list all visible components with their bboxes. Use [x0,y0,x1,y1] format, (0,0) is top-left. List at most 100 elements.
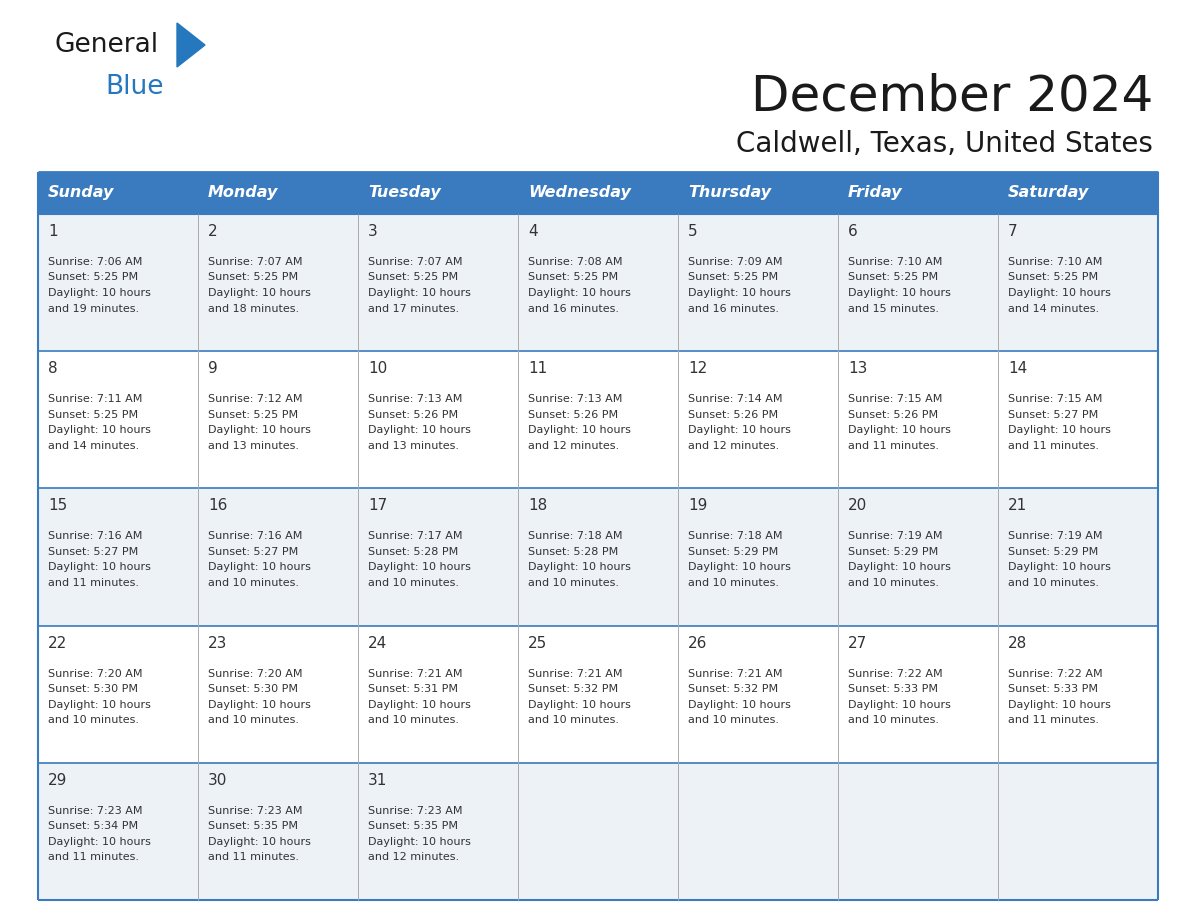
Text: Daylight: 10 hours: Daylight: 10 hours [527,288,631,298]
Text: and 13 minutes.: and 13 minutes. [368,441,459,451]
Text: Sunset: 5:25 PM: Sunset: 5:25 PM [208,273,298,283]
Text: Sunset: 5:30 PM: Sunset: 5:30 PM [208,684,298,694]
Text: and 16 minutes.: and 16 minutes. [527,304,619,314]
Text: Daylight: 10 hours: Daylight: 10 hours [368,425,470,435]
Text: Sunrise: 7:07 AM: Sunrise: 7:07 AM [368,257,462,267]
Text: Sunset: 5:29 PM: Sunset: 5:29 PM [688,547,778,557]
Text: 28: 28 [1007,635,1028,651]
Bar [38,763,1158,900]
Text: Sunset: 5:27 PM: Sunset: 5:27 PM [48,547,138,557]
Text: Sunrise: 7:10 AM: Sunrise: 7:10 AM [848,257,942,267]
Text: Daylight: 10 hours: Daylight: 10 hours [48,563,151,573]
Text: Sunrise: 7:16 AM: Sunrise: 7:16 AM [48,532,143,542]
Text: Sunset: 5:25 PM: Sunset: 5:25 PM [1007,273,1098,283]
Text: and 18 minutes.: and 18 minutes. [208,304,299,314]
Text: 13: 13 [848,361,867,376]
Text: 21: 21 [1007,498,1028,513]
Text: Sunset: 5:32 PM: Sunset: 5:32 PM [688,684,778,694]
Text: Sunrise: 7:15 AM: Sunrise: 7:15 AM [1007,394,1102,404]
Text: Sunrise: 7:12 AM: Sunrise: 7:12 AM [208,394,303,404]
Text: 14: 14 [1007,361,1028,376]
Text: Sunrise: 7:23 AM: Sunrise: 7:23 AM [368,806,462,816]
Text: Sunset: 5:27 PM: Sunset: 5:27 PM [208,547,298,557]
Text: and 10 minutes.: and 10 minutes. [848,715,939,725]
Text: Sunrise: 7:19 AM: Sunrise: 7:19 AM [848,532,942,542]
Text: Daylight: 10 hours: Daylight: 10 hours [688,288,791,298]
Text: and 10 minutes.: and 10 minutes. [208,578,299,588]
Text: December 2024: December 2024 [751,72,1154,120]
Text: Sunset: 5:25 PM: Sunset: 5:25 PM [527,273,618,283]
Text: and 10 minutes.: and 10 minutes. [48,715,139,725]
Text: and 12 minutes.: and 12 minutes. [368,852,459,862]
Text: and 17 minutes.: and 17 minutes. [368,304,459,314]
Text: Daylight: 10 hours: Daylight: 10 hours [527,425,631,435]
Text: and 11 minutes.: and 11 minutes. [48,578,139,588]
Text: 19: 19 [688,498,707,513]
Text: Daylight: 10 hours: Daylight: 10 hours [368,700,470,710]
Text: Sunrise: 7:13 AM: Sunrise: 7:13 AM [368,394,462,404]
Text: Daylight: 10 hours: Daylight: 10 hours [688,563,791,573]
Text: and 12 minutes.: and 12 minutes. [527,441,619,451]
Text: Sunset: 5:25 PM: Sunset: 5:25 PM [688,273,778,283]
Text: Daylight: 10 hours: Daylight: 10 hours [48,425,151,435]
Text: Daylight: 10 hours: Daylight: 10 hours [527,700,631,710]
Text: 26: 26 [688,635,707,651]
Text: and 11 minutes.: and 11 minutes. [1007,441,1099,451]
Text: and 15 minutes.: and 15 minutes. [848,304,939,314]
Text: Saturday: Saturday [1007,185,1089,200]
Text: and 10 minutes.: and 10 minutes. [527,715,619,725]
Text: Sunrise: 7:22 AM: Sunrise: 7:22 AM [848,668,942,678]
Text: Daylight: 10 hours: Daylight: 10 hours [527,563,631,573]
Text: 22: 22 [48,635,68,651]
Text: Sunset: 5:26 PM: Sunset: 5:26 PM [368,409,459,420]
Text: Sunrise: 7:18 AM: Sunrise: 7:18 AM [688,532,783,542]
Text: Sunset: 5:31 PM: Sunset: 5:31 PM [368,684,459,694]
Text: Daylight: 10 hours: Daylight: 10 hours [1007,563,1111,573]
Text: Sunrise: 7:07 AM: Sunrise: 7:07 AM [208,257,303,267]
Text: Sunrise: 7:21 AM: Sunrise: 7:21 AM [527,668,623,678]
Text: and 13 minutes.: and 13 minutes. [208,441,299,451]
Text: 30: 30 [208,773,227,788]
Text: Daylight: 10 hours: Daylight: 10 hours [368,563,470,573]
Text: and 10 minutes.: and 10 minutes. [688,715,779,725]
Text: and 10 minutes.: and 10 minutes. [527,578,619,588]
Text: 4: 4 [527,224,538,239]
Text: Sunset: 5:25 PM: Sunset: 5:25 PM [48,409,138,420]
Text: 7: 7 [1007,224,1018,239]
Text: 11: 11 [527,361,548,376]
Text: Sunset: 5:34 PM: Sunset: 5:34 PM [48,822,138,832]
Text: Daylight: 10 hours: Daylight: 10 hours [688,425,791,435]
Bar [38,172,1158,214]
Bar [38,352,1158,488]
Bar [38,625,1158,763]
Text: and 10 minutes.: and 10 minutes. [688,578,779,588]
Text: Daylight: 10 hours: Daylight: 10 hours [1007,700,1111,710]
Text: 6: 6 [848,224,858,239]
Text: and 10 minutes.: and 10 minutes. [368,715,459,725]
Text: Sunrise: 7:23 AM: Sunrise: 7:23 AM [208,806,303,816]
Text: Sunset: 5:28 PM: Sunset: 5:28 PM [527,547,618,557]
Text: Daylight: 10 hours: Daylight: 10 hours [848,425,950,435]
Text: and 11 minutes.: and 11 minutes. [848,441,939,451]
Text: Sunset: 5:25 PM: Sunset: 5:25 PM [848,273,939,283]
Text: Daylight: 10 hours: Daylight: 10 hours [208,563,311,573]
Text: Daylight: 10 hours: Daylight: 10 hours [208,837,311,846]
Text: and 14 minutes.: and 14 minutes. [1007,304,1099,314]
Text: Sunset: 5:29 PM: Sunset: 5:29 PM [848,547,939,557]
Text: 2: 2 [208,224,217,239]
Text: 31: 31 [368,773,387,788]
Text: Sunset: 5:25 PM: Sunset: 5:25 PM [48,273,138,283]
Text: Daylight: 10 hours: Daylight: 10 hours [688,700,791,710]
Text: and 11 minutes.: and 11 minutes. [208,852,299,862]
Text: 25: 25 [527,635,548,651]
Text: Daylight: 10 hours: Daylight: 10 hours [848,700,950,710]
Text: 23: 23 [208,635,227,651]
Text: Sunrise: 7:19 AM: Sunrise: 7:19 AM [1007,532,1102,542]
Text: Sunrise: 7:18 AM: Sunrise: 7:18 AM [527,532,623,542]
Text: Sunset: 5:26 PM: Sunset: 5:26 PM [527,409,618,420]
Text: Sunset: 5:33 PM: Sunset: 5:33 PM [1007,684,1098,694]
Text: Sunset: 5:25 PM: Sunset: 5:25 PM [208,409,298,420]
Text: Sunrise: 7:09 AM: Sunrise: 7:09 AM [688,257,783,267]
Text: Sunrise: 7:11 AM: Sunrise: 7:11 AM [48,394,143,404]
Bar [38,214,1158,352]
